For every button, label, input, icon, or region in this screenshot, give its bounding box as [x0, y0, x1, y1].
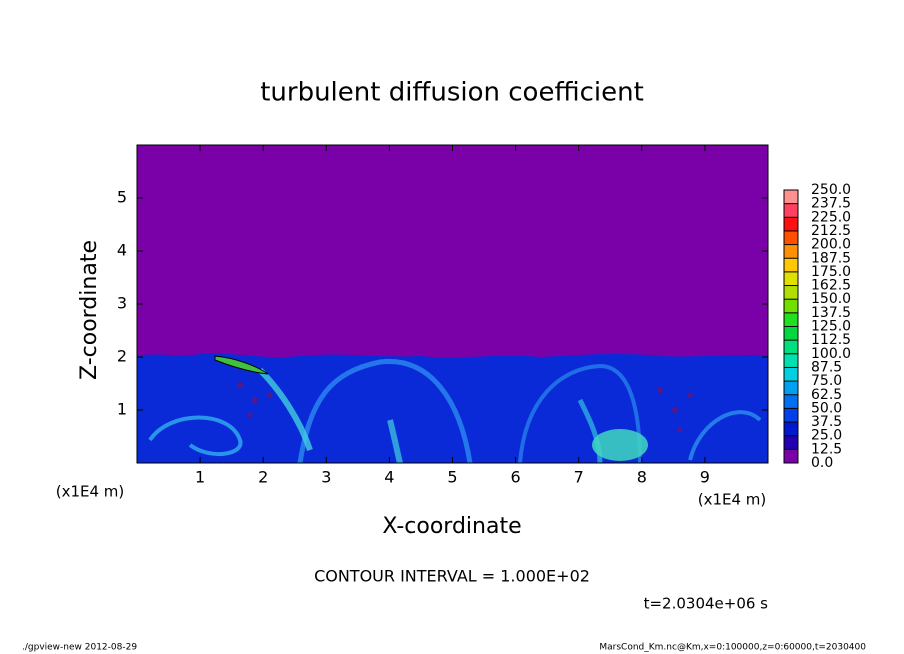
colorbar-label: 150.0: [811, 291, 851, 307]
colorbar-segment: [784, 258, 798, 272]
footer-right: MarsCond_Km.nc@Km,x=0:100000,z=0:60000,t…: [599, 643, 866, 653]
colorbar-segment: [784, 353, 798, 368]
colorbar-segment: [784, 381, 798, 395]
colorbar-segment: [784, 312, 798, 327]
colorbar-label: 225.0: [811, 209, 851, 225]
y-unit-label: (x1E4 m): [56, 483, 125, 501]
colorbar-segment: [784, 299, 798, 313]
colorbar-label: 75.0: [811, 373, 842, 389]
colorbar-label: 200.0: [811, 237, 851, 253]
colorbar-label: 162.5: [811, 278, 851, 294]
colorbar-label: 112.5: [811, 332, 851, 348]
colorbar-segment: [784, 340, 798, 354]
x-unit-label: (x1E4 m): [698, 491, 767, 509]
colorbar-segment: [784, 326, 798, 341]
footer-left: ./gpview-new 2012-08-29: [22, 643, 137, 653]
colorbar-label: 125.0: [811, 319, 851, 335]
y-tick-label: 2: [117, 347, 127, 366]
colorbar-label: 250.0: [811, 182, 851, 198]
colorbar-segment: [784, 271, 798, 286]
y-axis-label: Z-coordinate: [77, 240, 102, 380]
colorbar-segment: [784, 422, 798, 436]
x-tick-label: 1: [195, 468, 205, 487]
colorbar-label: 0.0: [811, 455, 833, 471]
x-tick-label: 3: [321, 468, 331, 487]
time-label: t=2.0304e+06 s: [644, 595, 769, 613]
colorbar-segment: [784, 408, 798, 423]
colorbar-segment: [784, 190, 798, 204]
x-tick-label: 2: [258, 468, 268, 487]
colorbar-label: 100.0: [811, 346, 851, 362]
colorbar-label: 187.5: [811, 250, 851, 266]
x-tick-label: 4: [384, 468, 394, 487]
y-tick-label: 5: [117, 188, 127, 207]
colorbar-segment: [784, 230, 798, 245]
x-tick-label: 5: [447, 468, 457, 487]
x-tick-label: 8: [637, 468, 647, 487]
x-axis-label: X-coordinate: [382, 514, 521, 539]
colorbar-segment: [784, 285, 798, 300]
colorbar-segment: [784, 244, 798, 259]
contour-note: CONTOUR INTERVAL = 1.000E+02: [314, 567, 590, 586]
colorbar-label: 12.5: [811, 441, 842, 457]
colorbar-label: 62.5: [811, 387, 842, 403]
y-tick-label: 1: [117, 400, 127, 419]
x-tick-label: 6: [511, 468, 521, 487]
colorbar-label: 237.5: [811, 196, 851, 212]
x-tick-label: 9: [700, 468, 710, 487]
colorbar-label: 50.0: [811, 400, 842, 416]
colorbar-label: 175.0: [811, 264, 851, 280]
colorbar-label: 25.0: [811, 428, 842, 444]
colorbar-segment: [784, 435, 798, 450]
colorbar-segment: [784, 367, 798, 382]
colorbar-segment: [784, 217, 798, 231]
colorbar-segment: [784, 394, 798, 409]
y-tick-label: 4: [117, 241, 127, 260]
colorbar-label: 212.5: [811, 223, 851, 239]
y-tick-label: 3: [117, 294, 127, 313]
colorbar-label: 137.5: [811, 305, 851, 321]
x-tick-label: 7: [574, 468, 584, 487]
colorbar-segment: [784, 203, 798, 218]
chart-title: turbulent diffusion coefficient: [260, 78, 644, 108]
colorbar-label: 37.5: [811, 414, 842, 430]
colorbar-label: 87.5: [811, 359, 842, 375]
field-render: [137, 145, 768, 464]
colorbar-segment: [784, 449, 798, 463]
